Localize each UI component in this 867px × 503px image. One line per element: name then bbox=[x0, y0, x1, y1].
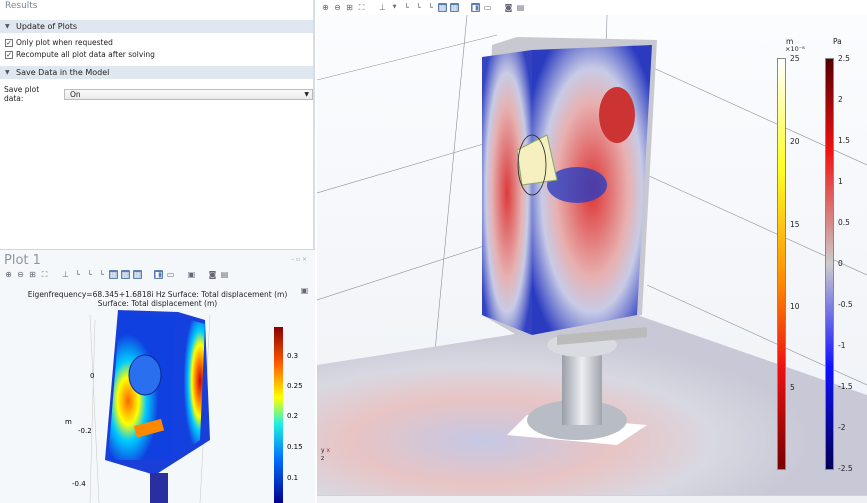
recompute-plot-data-checkbox[interactable]: ✓ Recompute all plot data after solving bbox=[5, 50, 155, 59]
legend-tick: 0 bbox=[838, 259, 843, 268]
colorbar-tick: 0.25 bbox=[287, 382, 303, 390]
zoom-out-icon[interactable]: ⊖ bbox=[17, 270, 24, 279]
go-to-xy-icon[interactable]: └ bbox=[404, 3, 409, 12]
grid-icon[interactable]: ◧ bbox=[471, 3, 480, 12]
zoom-extents-icon[interactable]: ⛶ bbox=[41, 270, 48, 279]
checkbox-label: Only plot when requested bbox=[16, 38, 113, 47]
legend-tick: -0.5 bbox=[838, 300, 853, 309]
chevron-down-icon[interactable]: ▼ bbox=[392, 4, 397, 10]
collapse-icon: ▼ bbox=[5, 23, 10, 30]
legend-tick: 25 bbox=[790, 54, 800, 63]
lock-camera-icon[interactable]: ▣ bbox=[187, 270, 196, 279]
axis-unit: m bbox=[65, 418, 72, 426]
go-to-yz-icon[interactable]: └ bbox=[87, 270, 92, 279]
go-to-xy-icon[interactable]: └ bbox=[75, 270, 80, 279]
checkbox-icon: ✓ bbox=[5, 50, 13, 59]
legend-tick: 15 bbox=[790, 220, 800, 229]
scene-light-icon[interactable]: ▦ bbox=[109, 270, 118, 279]
3d-scene bbox=[317, 15, 867, 495]
section-title: Update of Plots bbox=[16, 22, 78, 31]
axis-tick: -0.2 bbox=[78, 427, 92, 435]
triad-y: y bbox=[321, 447, 325, 454]
select-value: On bbox=[69, 89, 81, 99]
legend-tick: -2.5 bbox=[838, 464, 853, 473]
section-label: Results bbox=[5, 1, 38, 11]
print-icon[interactable]: ▤ bbox=[220, 270, 229, 279]
window-controls[interactable]: – ▫ × bbox=[291, 256, 307, 263]
legend-tick: 20 bbox=[790, 137, 800, 146]
plot1-colorbar bbox=[274, 327, 283, 503]
legend-tick: -2 bbox=[838, 423, 846, 432]
wireframe-icon[interactable]: ▦ bbox=[133, 270, 142, 279]
colorbar-tick: 0.1 bbox=[287, 474, 298, 482]
scene-light-icon[interactable]: ▦ bbox=[438, 3, 447, 12]
legend-tick: 2.5 bbox=[838, 54, 850, 63]
graphics-window: ⊕ ⊖ ⊞ ⛶ ⊥ ▼ └ └ └ ▦ ▦ ◧ ▭ ◙ ▤ bbox=[317, 0, 867, 503]
checkbox-label: Recompute all plot data after solving bbox=[16, 50, 155, 59]
legend-unit: Pa bbox=[833, 37, 842, 46]
save-plot-data-row: Save plot data: On ▼ bbox=[4, 85, 313, 103]
legend-tick: 10 bbox=[790, 302, 800, 311]
bottom-tab-bar[interactable] bbox=[317, 495, 867, 503]
zoom-in-icon[interactable]: ⊕ bbox=[322, 3, 329, 12]
plot1-axis: 0 -0.2 -0.4 m bbox=[65, 372, 94, 488]
plot1-toolbar: ⊕ ⊖ ⊞ ⛶ ⊥ └ └ └ ▦ ▦ ▦ ◧ ▭ ▣ ◙ ▤ bbox=[4, 270, 229, 279]
legend-tick: 1 bbox=[838, 177, 843, 186]
zoom-in-icon[interactable]: ⊕ bbox=[5, 270, 12, 279]
zoom-out-icon[interactable]: ⊖ bbox=[334, 3, 341, 12]
settings-panel: Results ▼ Update of Plots ✓ Only plot when… bbox=[0, 0, 315, 503]
save-data-header[interactable]: ▼ Save Data in the Model bbox=[0, 66, 313, 79]
zoom-box-icon[interactable]: ⊞ bbox=[29, 270, 36, 279]
only-plot-when-requested-checkbox[interactable]: ✓ Only plot when requested bbox=[5, 38, 113, 47]
axis-tick: -0.4 bbox=[72, 480, 86, 488]
axis-orientation-icon[interactable]: ⊥ bbox=[62, 270, 69, 279]
legend-scale: ×10⁻⁸ bbox=[785, 45, 805, 53]
axis-tick: 0 bbox=[90, 372, 94, 380]
colorbar-tick: 0.2 bbox=[287, 412, 298, 420]
zoom-extents-icon[interactable]: ⛶ bbox=[358, 3, 365, 12]
plot-caption-line2: Surface: Total displacement (m) bbox=[97, 299, 218, 308]
save-plot-data-label: Save plot data: bbox=[4, 85, 40, 103]
collapse-icon: ▼ bbox=[5, 69, 10, 76]
zoom-box-icon[interactable]: ⊞ bbox=[346, 3, 353, 12]
triad-z: z bbox=[321, 455, 325, 462]
go-to-zx-icon[interactable]: └ bbox=[99, 270, 104, 279]
chevron-down-icon: ▼ bbox=[304, 90, 309, 98]
print-icon[interactable]: ▤ bbox=[516, 3, 525, 12]
section-title: Save Data in the Model bbox=[16, 68, 110, 77]
screenshot-icon[interactable]: ◙ bbox=[504, 3, 513, 12]
transparency-icon[interactable]: ▦ bbox=[450, 3, 459, 12]
axes-icon[interactable]: ▭ bbox=[483, 3, 492, 12]
graphics-toolbar: ⊕ ⊖ ⊞ ⛶ ⊥ ▼ └ └ └ ▦ ▦ ◧ ▭ ◙ ▤ bbox=[321, 3, 525, 12]
displacement-colorbar bbox=[777, 58, 786, 470]
legend-tick: 5 bbox=[790, 383, 795, 392]
save-plot-data-select[interactable]: On ▼ bbox=[63, 88, 313, 100]
colorbar-tick: 0.3 bbox=[287, 352, 298, 360]
go-to-zx-icon[interactable]: └ bbox=[428, 3, 433, 12]
transparency-icon[interactable]: ▦ bbox=[121, 270, 130, 279]
go-to-yz-icon[interactable]: └ bbox=[416, 3, 421, 12]
export-icon[interactable]: ▣ bbox=[300, 286, 309, 295]
legend-tick: -1 bbox=[838, 341, 846, 350]
plot1-panel: Plot 1 – ▫ × ⊕ ⊖ ⊞ ⛶ ⊥ └ └ └ ▦ ▦ ▦ ◧ ▭ ▣… bbox=[0, 249, 315, 503]
colorbar-tick: 0.15 bbox=[287, 443, 303, 451]
legend-tick: 1.5 bbox=[838, 136, 850, 145]
legend-tick: 2 bbox=[838, 95, 843, 104]
legend-tick: -1.5 bbox=[838, 382, 853, 391]
plot1-canvas[interactable]: 0 -0.2 -0.4 m 0.3 0.25 0.2 0.15 0.1 bbox=[0, 310, 315, 503]
screenshot-icon[interactable]: ◙ bbox=[208, 270, 217, 279]
legend-unit: m bbox=[786, 37, 794, 46]
plot-caption-line1: Eigenfrequency=68.345+1.6818i Hz Surface… bbox=[27, 290, 288, 299]
triad-x: x bbox=[326, 447, 331, 454]
axis-orientation-icon[interactable]: ⊥ bbox=[379, 3, 386, 12]
axes-icon[interactable]: ▭ bbox=[166, 270, 175, 279]
pressure-colorbar bbox=[825, 58, 834, 470]
legend-tick: 0.5 bbox=[838, 218, 850, 227]
grid-icon[interactable]: ◧ bbox=[154, 270, 163, 279]
update-of-plots-header[interactable]: ▼ Update of Plots bbox=[0, 20, 313, 33]
plot-title: Plot 1 bbox=[4, 253, 41, 268]
checkbox-icon: ✓ bbox=[5, 38, 13, 47]
